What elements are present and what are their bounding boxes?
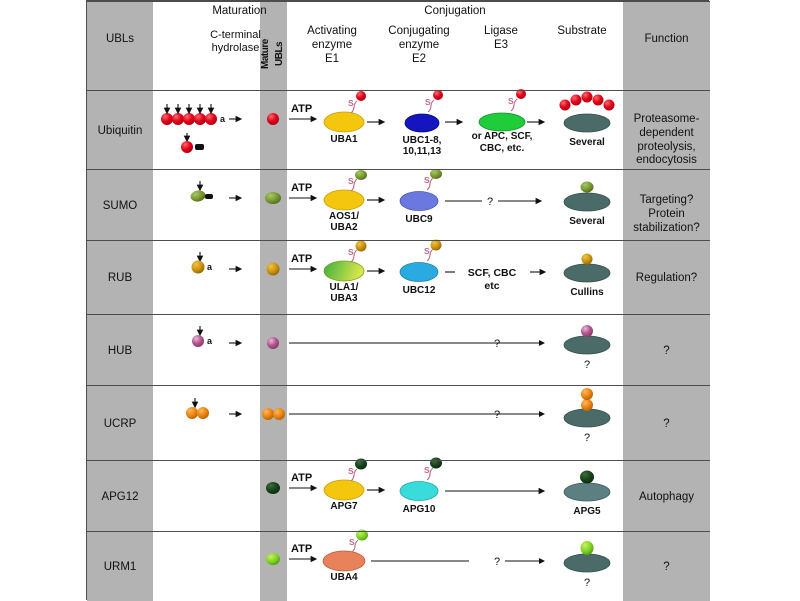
svg-text:S: S: [508, 96, 514, 106]
svg-text:S: S: [348, 98, 354, 108]
svg-text:?: ?: [494, 409, 500, 421]
svg-text:S: S: [424, 465, 430, 475]
svg-text:ATP: ATP: [291, 472, 312, 484]
svg-text:?: ?: [487, 196, 493, 208]
svg-text:a: a: [207, 336, 213, 346]
svg-text:APG7: APG7: [330, 501, 358, 512]
svg-text:UBA2: UBA2: [330, 222, 358, 233]
svg-text:S: S: [424, 246, 430, 256]
svg-text:APG10: APG10: [403, 504, 436, 515]
svg-text:UBC12: UBC12: [403, 285, 436, 296]
svg-text:a: a: [220, 114, 226, 124]
svg-text:AOS1/: AOS1/: [329, 211, 359, 222]
svg-text:UBC9: UBC9: [405, 214, 433, 225]
svg-text:UBC1-8,: UBC1-8,: [403, 135, 442, 146]
svg-text:?: ?: [584, 359, 590, 371]
svg-text:S: S: [349, 537, 355, 547]
svg-text:S: S: [348, 466, 354, 476]
svg-text:UBA3: UBA3: [330, 293, 358, 304]
svg-text:ATP: ATP: [291, 253, 312, 265]
svg-text:S: S: [348, 176, 354, 186]
svg-text:S: S: [424, 175, 430, 185]
svg-text:SCF, CBC: SCF, CBC: [468, 267, 517, 279]
svg-text:etc: etc: [484, 280, 499, 292]
svg-text:ATP: ATP: [291, 103, 312, 115]
svg-text:ULA1/: ULA1/: [330, 282, 359, 293]
svg-text:Several: Several: [569, 216, 605, 227]
svg-text:?: ?: [584, 432, 590, 444]
svg-text:10,11,13: 10,11,13: [403, 146, 442, 157]
svg-text:S: S: [425, 97, 431, 107]
svg-text:?: ?: [494, 338, 500, 350]
svg-text:UBA1: UBA1: [330, 134, 358, 145]
svg-text:?: ?: [494, 556, 500, 568]
svg-text:?: ?: [584, 577, 590, 589]
svg-text:CBC, etc.: CBC, etc.: [480, 143, 525, 154]
svg-text:a: a: [207, 262, 213, 272]
svg-text:Several: Several: [569, 137, 605, 148]
svg-text:S: S: [348, 247, 354, 257]
svg-text:or APC, SCF,: or APC, SCF,: [472, 131, 533, 142]
svg-text:UBA4: UBA4: [330, 572, 358, 583]
svg-text:Cullins: Cullins: [570, 287, 604, 298]
svg-text:ATP: ATP: [291, 543, 312, 555]
svg-text:ATP: ATP: [291, 182, 312, 194]
svg-text:APG5: APG5: [573, 506, 601, 517]
